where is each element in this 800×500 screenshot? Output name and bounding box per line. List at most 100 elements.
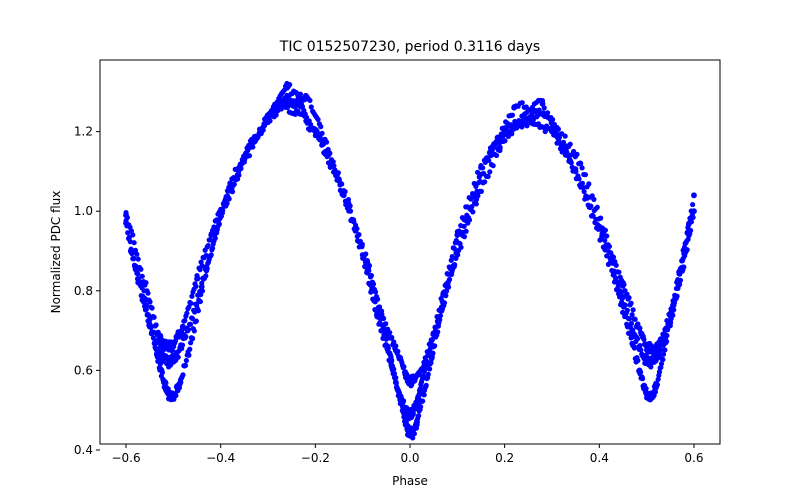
data-point — [391, 371, 398, 377]
data-point — [218, 213, 224, 219]
data-point — [680, 256, 686, 262]
data-point — [643, 391, 650, 398]
data-point — [602, 237, 608, 244]
data-point — [612, 277, 619, 284]
data-point — [396, 390, 402, 396]
data-point — [662, 347, 668, 353]
data-point — [614, 285, 621, 292]
data-point — [504, 120, 510, 126]
data-point — [357, 238, 363, 244]
data-point — [389, 357, 395, 363]
data-point — [497, 144, 503, 151]
data-point — [170, 343, 177, 350]
data-point — [437, 313, 444, 319]
data-point — [602, 247, 608, 253]
data-point — [165, 359, 172, 366]
data-point — [539, 100, 546, 107]
data-point — [631, 345, 638, 351]
data-point — [641, 336, 647, 342]
data-point — [148, 324, 154, 331]
data-point — [582, 172, 589, 178]
data-points — [123, 80, 697, 441]
data-point — [318, 124, 324, 130]
data-point — [578, 180, 585, 187]
data-point — [461, 223, 467, 229]
data-point — [366, 268, 372, 274]
data-point — [165, 391, 172, 398]
data-point — [135, 256, 141, 262]
data-point — [574, 151, 580, 157]
data-point — [648, 395, 655, 402]
data-point — [184, 327, 191, 334]
data-point — [238, 165, 244, 171]
data-point — [392, 347, 399, 354]
data-point — [182, 362, 189, 369]
data-point — [416, 391, 423, 398]
data-point — [393, 343, 399, 349]
data-point — [657, 345, 663, 351]
data-point — [201, 275, 208, 281]
data-point — [486, 157, 492, 164]
data-point — [435, 329, 441, 335]
data-point — [163, 343, 170, 350]
data-point — [571, 148, 577, 155]
data-point — [594, 204, 600, 210]
data-point — [284, 96, 290, 103]
data-point — [683, 238, 690, 244]
data-point — [147, 316, 153, 323]
data-point — [586, 204, 593, 211]
data-point — [362, 259, 368, 265]
data-point — [473, 201, 479, 207]
data-point — [487, 148, 494, 155]
data-point — [298, 100, 305, 107]
data-point — [156, 357, 162, 363]
data-point — [591, 196, 597, 202]
data-point — [145, 290, 151, 296]
data-point — [616, 269, 622, 275]
data-point — [418, 404, 424, 410]
y-tick-label: 1.0 — [74, 204, 93, 218]
data-point — [187, 346, 193, 352]
data-point — [199, 288, 206, 294]
data-point — [632, 316, 638, 322]
y-tick-label: 0.8 — [74, 284, 93, 298]
data-point — [229, 184, 235, 191]
x-tick-label: 0.2 — [495, 451, 514, 465]
data-point — [660, 356, 666, 363]
data-point — [425, 371, 431, 377]
data-point — [553, 131, 559, 137]
data-point — [599, 234, 605, 240]
data-point — [149, 330, 156, 336]
data-point — [314, 129, 320, 136]
data-point — [359, 244, 365, 250]
data-point — [214, 227, 220, 233]
data-point — [302, 92, 309, 99]
data-point — [568, 160, 574, 166]
data-point — [509, 112, 516, 118]
data-point — [198, 283, 205, 290]
data-point — [460, 229, 466, 235]
data-point — [189, 293, 195, 299]
data-point — [626, 316, 633, 322]
data-point — [416, 413, 422, 419]
data-point — [203, 268, 210, 274]
data-point — [186, 352, 192, 358]
data-point — [411, 375, 418, 382]
data-point — [393, 375, 399, 381]
data-point — [514, 125, 520, 131]
data-point — [619, 299, 625, 305]
data-point — [673, 293, 679, 299]
data-point — [382, 331, 388, 337]
data-point — [144, 302, 150, 308]
data-point — [315, 116, 321, 123]
data-point — [624, 307, 630, 313]
data-point — [151, 314, 157, 320]
data-point — [368, 272, 375, 279]
data-point — [430, 350, 436, 356]
data-point — [391, 366, 397, 372]
data-point — [143, 306, 149, 312]
data-point — [686, 220, 693, 227]
data-point — [391, 339, 397, 345]
data-point — [188, 321, 194, 327]
